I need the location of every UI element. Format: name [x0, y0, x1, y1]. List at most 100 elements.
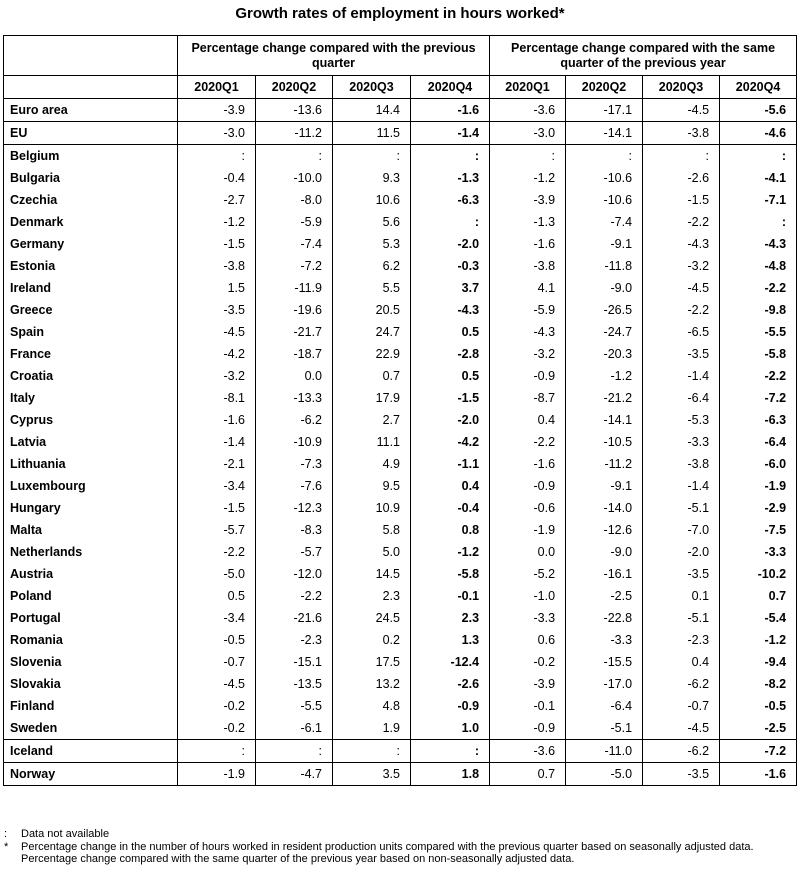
value-cell: -9.4 — [719, 651, 798, 673]
value-cell: -11.2 — [565, 453, 643, 475]
value-cell: -1.4 — [177, 431, 256, 453]
value-cell: -2.3 — [255, 629, 333, 651]
country-name: Lithuania — [3, 453, 178, 475]
value-cell: -4.5 — [642, 717, 720, 740]
table-row: Euro area -3.9 -13.6 14.4 -1.6 -3.6 -17.1 -4.5-… — [3, 98, 798, 122]
value-cell: -8.1 — [177, 387, 256, 409]
value-cell: -5.8 — [719, 343, 798, 365]
value-cell: -2.5 — [719, 717, 798, 740]
value-cell: -4.3 — [409, 299, 490, 321]
value-cell: -21.6 — [255, 607, 333, 629]
value-cell: -11.0 — [565, 739, 643, 763]
value-cell: 1.5 — [177, 277, 256, 299]
value-cell: -0.1 — [409, 585, 490, 607]
value-cell: -0.7 — [642, 695, 720, 717]
country-name: EU — [3, 121, 178, 145]
value-cell: -4.2 — [177, 343, 256, 365]
value-cell: 6.2 — [332, 255, 411, 277]
footnote-text: Data not available — [21, 828, 110, 840]
value-cell: 5.5 — [332, 277, 411, 299]
value-cell: -7.2 — [719, 739, 798, 763]
value-cell: 2.3 — [332, 585, 411, 607]
country-name: Finland — [3, 695, 178, 717]
value-cell: 5.3 — [332, 233, 411, 255]
country-name: Cyprus — [3, 409, 178, 431]
value-cell: -3.8 — [642, 453, 720, 475]
value-cell: 5.8 — [332, 519, 411, 541]
value-cell: -3.3 — [642, 431, 720, 453]
value-cell: -3.3 — [719, 541, 798, 563]
value-cell: -2.6 — [409, 673, 490, 695]
table-row: Greece -3.5 -19.6 20.5 -4.3 -5.9 -26.5 -2.2 -9.8 — [3, 299, 798, 321]
value-cell: -0.6 — [489, 497, 566, 519]
value-cell: -4.5 — [177, 673, 256, 695]
value-cell: -2.0 — [642, 541, 720, 563]
value-cell: 1.3 — [409, 629, 490, 651]
country-name: Norway — [3, 762, 178, 786]
value-cell: -2.2 — [642, 211, 720, 233]
country-name: Germany — [3, 233, 178, 255]
value-cell: -9.8 — [719, 299, 798, 321]
country-name: Italy — [3, 387, 178, 409]
table-row: Netherlands -2.2 -5.7 5.0 -1.2 0.0 -9.0 -2.0 -3.… — [3, 541, 798, 563]
value-cell: -7.5 — [719, 519, 798, 541]
value-cell: 17.5 — [332, 651, 411, 673]
value-cell: -9.0 — [565, 541, 643, 563]
value-cell: -0.9 — [489, 475, 566, 497]
value-cell: : — [332, 144, 411, 167]
value-cell: -5.7 — [255, 541, 333, 563]
table-row: Slovakia -4.5 -13.5 13.2 -2.6 -3.9 -17.0 -6.2 -8… — [3, 673, 798, 695]
country-name: Czechia — [3, 189, 178, 211]
value-cell: -4.3 — [489, 321, 566, 343]
table-row: Germany -1.5 -7.4 5.3 -2.0 -1.6 -9.1 -4.3 -4.3 — [3, 233, 798, 255]
value-cell: 0.2 — [332, 629, 411, 651]
value-cell: -4.3 — [642, 233, 720, 255]
footnotes: : Data not available * Percentage change in… — [4, 828, 796, 866]
table-row: Estonia -3.8 -7.2 6.2 -0.3 -3.8 -11.8 -3.2 -4.8 — [3, 255, 798, 277]
value-cell: -3.2 — [642, 255, 720, 277]
country-name: Croatia — [3, 365, 178, 387]
value-cell: : — [332, 739, 411, 763]
value-cell: -1.4 — [642, 475, 720, 497]
footnote-text: Percentage change in the number of hours… — [21, 840, 754, 866]
value-cell: -3.5 — [642, 343, 720, 365]
value-cell: -6.2 — [642, 739, 720, 763]
value-cell: -5.0 — [565, 762, 643, 786]
value-cell: -3.5 — [642, 762, 720, 786]
table-row: Croatia -3.2 0.0 0.7 0.5 -0.9 -1.2 -1.4 -2.2 — [3, 365, 798, 387]
country-name: Portugal — [3, 607, 178, 629]
value-cell: -1.6 — [719, 762, 798, 786]
employment-table: Percentage change compared with the prev… — [3, 35, 798, 786]
value-cell: -1.4 — [642, 365, 720, 387]
value-cell: -2.5 — [565, 585, 643, 607]
value-cell: -3.4 — [177, 607, 256, 629]
value-cell: -21.7 — [255, 321, 333, 343]
value-cell: -10.6 — [565, 167, 643, 189]
table-row: Sweden -0.2 -6.1 1.9 1.0 -0.9 -5.1 -4.5 -2.5 — [3, 717, 798, 740]
value-cell: -5.5 — [255, 695, 333, 717]
value-cell: -3.5 — [177, 299, 256, 321]
country-name: Bulgaria — [3, 167, 178, 189]
country-name: Iceland — [3, 739, 178, 763]
value-cell: 9.3 — [332, 167, 411, 189]
value-cell: 0.4 — [409, 475, 490, 497]
value-cell: -24.7 — [565, 321, 643, 343]
value-cell: -3.3 — [489, 607, 566, 629]
value-cell: -1.2 — [489, 167, 566, 189]
value-cell: 13.2 — [332, 673, 411, 695]
value-cell: -4.2 — [409, 431, 490, 453]
value-cell: -3.9 — [489, 673, 566, 695]
value-cell: -15.5 — [565, 651, 643, 673]
value-cell: -2.0 — [409, 233, 490, 255]
value-cell: -4.1 — [719, 167, 798, 189]
country-name: Romania — [3, 629, 178, 651]
value-cell: -2.2 — [719, 277, 798, 299]
value-cell: -12.0 — [255, 563, 333, 585]
value-cell: 14.5 — [332, 563, 411, 585]
quarter-header: 2020Q4 — [719, 75, 798, 99]
value-cell: -2.2 — [177, 541, 256, 563]
value-cell: -2.2 — [642, 299, 720, 321]
country-name: Sweden — [3, 717, 178, 740]
value-cell: : — [177, 739, 256, 763]
value-cell: -4.3 — [719, 233, 798, 255]
